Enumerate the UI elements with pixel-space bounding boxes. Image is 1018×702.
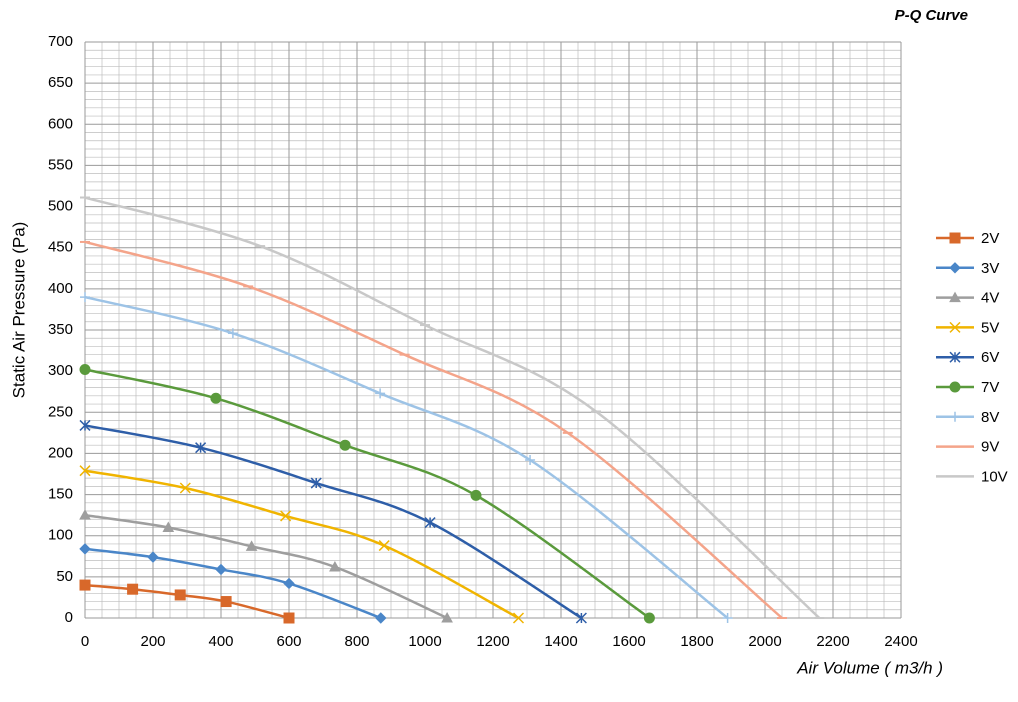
marker [179,482,191,494]
marker [441,611,453,623]
y-tick-label: 100 [48,527,73,544]
marker [949,381,961,393]
series-line [84,424,583,620]
marker [722,613,733,623]
y-tick-label: 400 [48,280,73,297]
y-tick-label: 200 [48,444,73,461]
x-axis-label: Air Volume ( m3/h ) [796,658,943,677]
y-tick-label: 350 [48,321,73,338]
series-line [84,240,783,619]
legend-label: 4V [981,290,999,307]
marker [283,612,295,624]
x-tick-label: 400 [208,633,233,650]
legend-label: 2V [981,230,999,247]
y-tick-label: 250 [48,403,73,420]
legend-label: 8V [981,409,999,426]
legend-label: 7V [981,379,999,396]
marker [210,392,222,404]
x-tick-label: 200 [140,633,165,650]
series-line [84,295,729,619]
x-tick-label: 0 [81,633,89,650]
marker [512,612,525,624]
marker [525,455,536,466]
series-line [84,368,651,620]
legend-label: 5V [981,319,999,336]
y-tick-label: 0 [65,609,73,626]
marker [949,291,961,303]
marker [949,351,961,363]
marker [79,419,91,431]
marker [195,442,207,454]
y-tick-label: 50 [56,568,73,585]
marker [147,551,159,563]
marker [375,612,387,624]
marker [378,540,390,552]
marker [79,543,91,555]
legend-label: 6V [981,349,999,366]
x-tick-label: 800 [344,633,369,650]
series-line [84,513,448,620]
x-tick-label: 1400 [544,633,577,650]
y-axis-label: Static Air Pressure (Pa) [9,222,28,399]
x-tick-label: 2400 [884,633,917,650]
marker [643,612,655,624]
legend: 2V 3V 4V 5V 6V 7V 8V 9V 10V [936,230,1008,485]
marker [329,560,341,572]
marker [310,477,322,489]
marker [470,489,482,501]
marker [80,292,90,303]
marker [162,521,175,532]
x-tick-label: 1000 [408,633,441,650]
x-tick-label: 2200 [816,633,849,650]
legend-label: 3V [981,260,999,277]
marker [283,577,295,590]
series-line [84,196,821,619]
legend-label: 9V [981,439,999,456]
y-tick-label: 700 [48,33,73,50]
y-tick-label: 650 [48,74,73,91]
marker [220,596,232,608]
series-line [84,547,382,620]
marker [280,510,292,522]
marker [127,583,139,595]
marker [79,363,91,375]
marker [424,517,436,529]
marker [375,388,386,399]
y-tick-label: 450 [48,239,73,256]
x-tick-label: 1200 [476,633,509,650]
y-tick-label: 500 [48,198,73,215]
marker [949,262,961,274]
marker [339,439,351,451]
chart-title: P-Q Curve [895,7,968,24]
marker [174,589,186,601]
marker [950,411,960,422]
legend-label: 10V [981,468,1008,485]
marker [575,612,587,624]
y-tick-label: 150 [48,486,73,503]
x-tick-label: 600 [276,633,301,650]
marker [949,321,961,333]
marker [215,563,227,576]
marker [79,465,91,477]
marker [79,579,91,591]
marker [79,509,91,520]
y-tick-label: 600 [48,115,73,132]
marker [245,540,258,551]
x-tick-label: 2000 [748,633,781,650]
series-line [84,469,520,620]
y-tick-label: 550 [48,156,73,173]
marker [227,328,238,339]
x-tick-label: 1600 [612,633,645,650]
marker [949,232,961,244]
y-tick-label: 300 [48,362,73,379]
x-tick-label: 1800 [680,633,713,650]
